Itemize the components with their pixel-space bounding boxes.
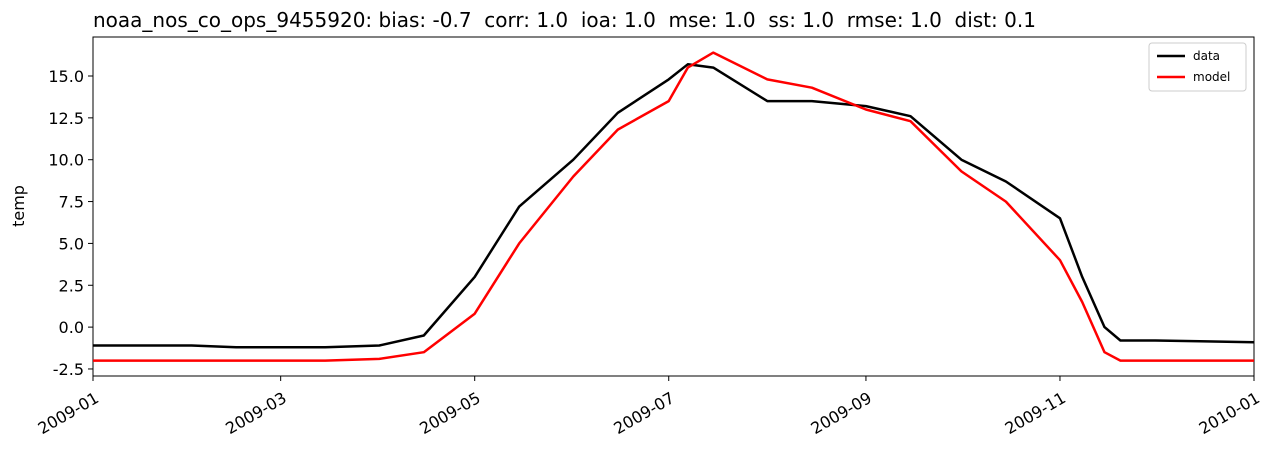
legend-label: data	[1193, 49, 1220, 63]
y-tick-label: 7.5	[59, 193, 84, 212]
y-axis-label: temp	[9, 185, 28, 227]
plot-frame	[92, 36, 1255, 377]
x-tick-label: 2009-05	[416, 388, 483, 438]
y-tick-label: 15.0	[48, 67, 84, 86]
y-tick-label: 2.5	[59, 276, 84, 295]
legend: data model	[1148, 42, 1247, 92]
x-tick-label: 2009-07	[610, 388, 677, 438]
y-tick-label: 5.0	[59, 234, 84, 253]
y-tick-label: 10.0	[48, 151, 84, 170]
y-tick-label: 12.5	[48, 109, 84, 128]
chart-title: noaa_nos_co_ops_9455920: bias: -0.7 corr…	[93, 8, 1036, 32]
x-tick-label: 2009-01	[35, 388, 102, 438]
x-tick-label: 2009-11	[1002, 388, 1069, 438]
x-tick-label: 2009-03	[222, 388, 289, 438]
series-line	[93, 51, 1254, 362]
y-tick-label: -2.5	[53, 360, 84, 379]
x-tick-label: 2010-01	[1196, 388, 1263, 438]
legend-label: model	[1193, 70, 1230, 84]
x-tick-label: 2009-09	[808, 388, 875, 438]
series-line	[93, 63, 1255, 349]
y-tick-label: 0.0	[59, 318, 84, 337]
